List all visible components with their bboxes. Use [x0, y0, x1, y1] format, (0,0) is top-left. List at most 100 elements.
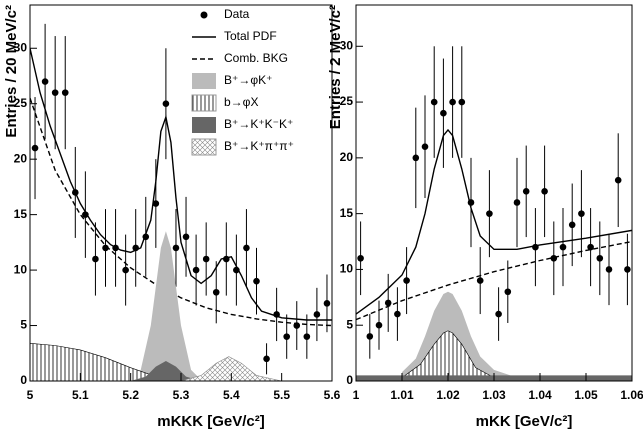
data-point [440, 109, 447, 117]
data-point [31, 144, 39, 152]
component-area [180, 356, 282, 381]
legend-label: Comb. BKG [224, 51, 288, 65]
legend: Data Total PDF Comb. BKG B⁺→φK⁺ b→φX B⁺→K⁺K⁻K… [191, 7, 294, 156]
data-point [122, 266, 129, 274]
data-point [243, 244, 250, 252]
y-tick-label: 10 [14, 262, 28, 276]
plot-area [356, 46, 632, 381]
data-point [357, 254, 364, 262]
legend-marker [200, 11, 208, 19]
fit-curve [30, 48, 332, 321]
component-area [30, 342, 182, 381]
data-point [476, 277, 484, 284]
plot-area [30, 23, 332, 381]
data-point [550, 254, 558, 262]
data-point [92, 255, 99, 263]
x-axis-label: mKK [GeV/c²] [476, 413, 573, 430]
data-point [412, 154, 420, 162]
data-point [263, 355, 270, 363]
data-point [568, 221, 576, 229]
data-point [403, 277, 410, 284]
x-tick-label: 5.6 [324, 388, 341, 402]
data-point [182, 233, 190, 241]
data-point [522, 188, 530, 195]
y-tick-label: 15 [340, 206, 354, 220]
data-point [384, 299, 392, 307]
y-tick-label: 20 [340, 150, 354, 164]
data-point [192, 266, 200, 274]
x-tick-label: 1.01 [390, 388, 414, 402]
legend-swatch [192, 73, 216, 89]
background-curve [30, 97, 332, 327]
data-point [172, 244, 180, 252]
x-tick-label: 1.03 [482, 388, 506, 402]
data-point [495, 310, 502, 318]
x-tick-label: 5.5 [273, 388, 290, 402]
y-tick-label: 10 [340, 262, 354, 276]
y-tick-label: 25 [340, 94, 354, 108]
x-tick-label: 1 [353, 388, 360, 402]
legend-swatch [192, 117, 216, 133]
data-point [202, 255, 210, 263]
data-point [559, 243, 567, 251]
y-tick-label: 0 [20, 373, 27, 387]
y-tick-label: 5 [20, 318, 27, 332]
legend-label: B⁺→φK⁺ [224, 73, 272, 87]
data-point [614, 176, 622, 184]
data-point [303, 333, 311, 340]
background-curve [356, 240, 632, 321]
y-tick-label: 0 [346, 373, 353, 387]
legend-swatch [191, 138, 217, 156]
data-point [212, 288, 220, 296]
y-axis-label: Entries / 2 MeV/c² [327, 5, 344, 129]
data-point [513, 199, 521, 206]
component-area [130, 231, 202, 381]
data-point [587, 243, 594, 251]
x-tick-label: 5 [27, 388, 34, 402]
legend-label: Total PDF [224, 29, 277, 43]
data-point [253, 277, 260, 285]
data-point [541, 188, 548, 195]
legend-label: B⁺→K⁺K⁻K⁺ [224, 117, 293, 131]
y-tick-label: 25 [14, 96, 28, 110]
x-tick-label: 5.2 [122, 388, 139, 402]
y-tick-label: 30 [340, 38, 354, 52]
data-point [41, 78, 49, 85]
data-point [596, 254, 604, 262]
data-point [51, 89, 59, 96]
data-point [458, 98, 466, 106]
x-tick-label: 5.1 [72, 388, 89, 402]
x-tick-label: 1.06 [620, 388, 643, 402]
data-point [624, 266, 631, 273]
x-axis-label: mKKK [GeV/c²] [157, 413, 265, 430]
data-point [430, 98, 438, 106]
x-tick-label: 1.04 [528, 388, 552, 402]
y-tick-label: 20 [14, 151, 28, 165]
x-tick-label: 5.3 [173, 388, 190, 402]
legend-label: Data [224, 7, 250, 21]
y-tick-label: 5 [346, 317, 353, 331]
data-point [504, 288, 512, 296]
component-area [130, 361, 202, 381]
data-point [486, 210, 493, 217]
data-point [421, 143, 429, 150]
data-point [467, 199, 475, 206]
data-point [323, 300, 331, 307]
y-tick-label: 15 [14, 207, 28, 221]
x-tick-label: 1.05 [574, 388, 598, 402]
data-point [366, 333, 374, 340]
component-area [401, 330, 495, 381]
data-point [578, 210, 585, 217]
data-point [449, 98, 456, 106]
y-tick-label: 30 [14, 40, 28, 54]
y-axis-label: Entries / 20 MeV/c² [3, 5, 20, 138]
legend-swatch [191, 94, 217, 112]
data-point [605, 266, 613, 273]
panel: 0 5 10 15 20 25 30 1 1.01 1.02 1.03 1.04 1.05 1.06 mKK… [327, 4, 643, 430]
x-tick-label: 1.02 [436, 388, 460, 402]
legend-label: B⁺→K⁺π⁺π⁺ [224, 139, 294, 153]
data-point [394, 310, 401, 318]
x-tick-label: 5.4 [223, 388, 240, 402]
